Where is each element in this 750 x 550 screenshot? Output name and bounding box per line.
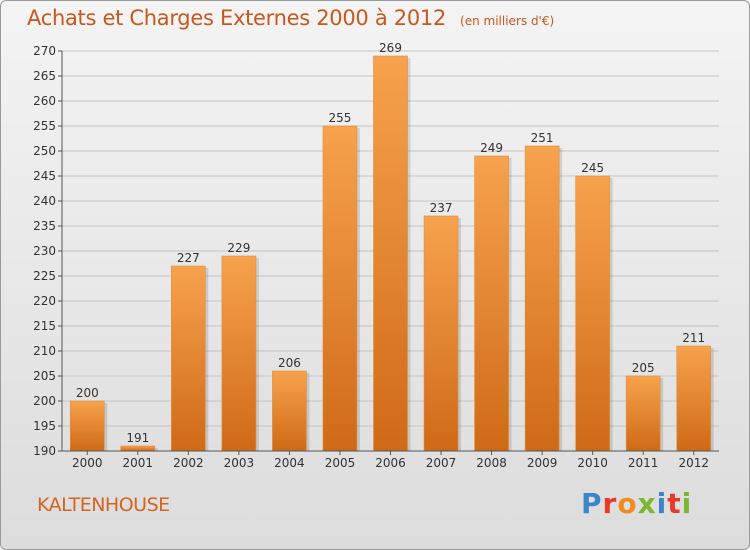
bar-value-label: 205 bbox=[632, 361, 655, 375]
y-tick-label: 225 bbox=[33, 269, 56, 283]
bar-2005 bbox=[322, 125, 358, 452]
y-tick-label: 190 bbox=[33, 444, 56, 458]
x-tick-label: 2006 bbox=[375, 456, 406, 470]
bar-2007 bbox=[423, 215, 459, 452]
y-tick-label: 255 bbox=[33, 119, 56, 133]
bar-value-label: 200 bbox=[76, 386, 99, 400]
x-tick-label: 2004 bbox=[274, 456, 305, 470]
y-tick-label: 260 bbox=[33, 94, 56, 108]
bar-2004 bbox=[272, 370, 307, 452]
bar-value-label: 255 bbox=[329, 111, 352, 125]
bar-2010 bbox=[575, 175, 610, 452]
x-axis: 2000 2001 2002 2003 2004 2005 2006 2007 2008 2009… bbox=[62, 450, 719, 470]
bar-2001 bbox=[120, 445, 156, 452]
y-tick-label: 270 bbox=[33, 44, 56, 58]
brand-logo: Proxiti bbox=[581, 487, 693, 520]
x-tick-label: 2001 bbox=[123, 456, 154, 470]
bar-2002 bbox=[171, 265, 206, 452]
x-tick-label: 2009 bbox=[527, 456, 558, 470]
bar-value-label: 191 bbox=[126, 431, 149, 445]
y-tick-label: 210 bbox=[33, 344, 56, 358]
bar-value-label: 249 bbox=[480, 141, 503, 155]
y-tick-label: 240 bbox=[33, 194, 56, 208]
x-tick-label: 2010 bbox=[577, 456, 608, 470]
bar-2008 bbox=[474, 155, 509, 452]
y-tick-label: 195 bbox=[33, 419, 56, 433]
y-axis: 190 195 200 205 210 215 220 225 230 235 240 245 250 2… bbox=[33, 44, 63, 458]
y-tick-label: 230 bbox=[33, 244, 56, 258]
chart-title: Achats et Charges Externes 2000 à 2012 (e… bbox=[27, 6, 554, 30]
x-tick-label: 2005 bbox=[325, 456, 356, 470]
bar-2012 bbox=[676, 345, 712, 452]
bar-value-label: 269 bbox=[379, 41, 402, 55]
bar-2009 bbox=[524, 145, 560, 452]
y-tick-label: 265 bbox=[33, 69, 56, 83]
x-tick-label: 2007 bbox=[426, 456, 457, 470]
bar-value-label: 227 bbox=[177, 251, 200, 265]
chart-unit: (en milliers d'€) bbox=[460, 14, 555, 28]
x-tick-label: 2003 bbox=[224, 456, 255, 470]
y-tick-label: 235 bbox=[33, 219, 56, 233]
x-tick-label: 2002 bbox=[173, 456, 204, 470]
x-tick-label: 2008 bbox=[476, 456, 507, 470]
bar-value-label: 229 bbox=[227, 241, 250, 255]
chart-title-text: Achats et Charges Externes 2000 à 2012 bbox=[27, 6, 447, 30]
location-name: KALTENHOUSE bbox=[37, 494, 170, 516]
x-tick-label: 2012 bbox=[678, 456, 709, 470]
bar-value-label: 251 bbox=[531, 131, 554, 145]
bar-value-label: 211 bbox=[682, 331, 705, 345]
y-tick-label: 205 bbox=[33, 369, 56, 383]
x-tick-label: 2000 bbox=[72, 456, 103, 470]
y-tick-label: 250 bbox=[33, 144, 56, 158]
bar-2011 bbox=[625, 375, 661, 452]
x-tick-label: 2011 bbox=[628, 456, 659, 470]
y-tick-label: 215 bbox=[33, 319, 56, 333]
y-tick-label: 220 bbox=[33, 294, 56, 308]
bar-2000 bbox=[69, 400, 105, 452]
bars: 200 191 227 229 206 255 269 237 249 251 245 205 211 bbox=[69, 41, 714, 452]
bar-2003 bbox=[221, 255, 257, 452]
bar-value-label: 245 bbox=[581, 161, 604, 175]
y-tick-label: 245 bbox=[33, 169, 56, 183]
bar-2006 bbox=[373, 55, 408, 452]
bar-value-label: 237 bbox=[430, 201, 453, 215]
bar-value-label: 206 bbox=[278, 356, 301, 370]
y-tick-label: 200 bbox=[33, 394, 56, 408]
